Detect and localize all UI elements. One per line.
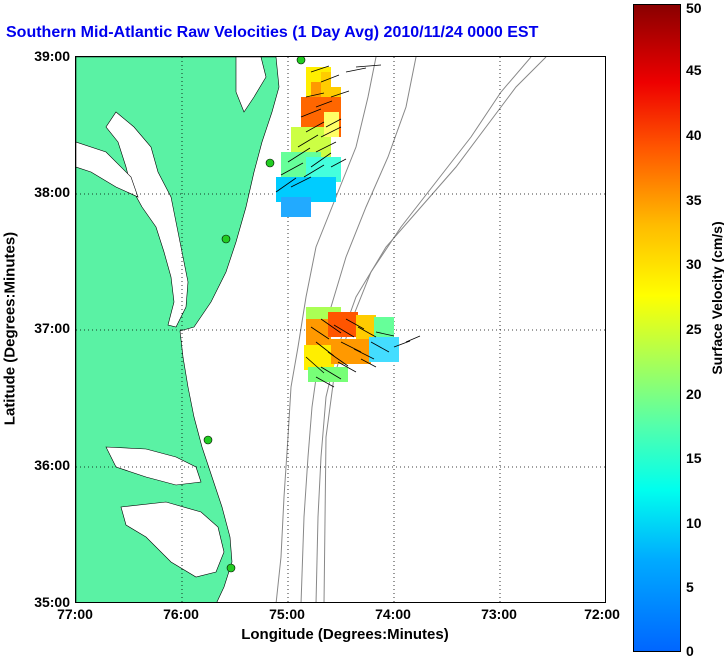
- velocity-field-south: [304, 307, 399, 382]
- colorbar-tick: 10: [686, 515, 702, 531]
- albemarle-sound: [105, 446, 202, 486]
- ytick-label: 35:00: [34, 594, 70, 610]
- colorbar-tick: 15: [686, 450, 702, 466]
- colorbar-tick: 25: [686, 321, 702, 337]
- xtick-label: 73:00: [481, 606, 517, 622]
- velocity-field-north: [276, 67, 351, 217]
- pamlico-sound: [120, 501, 225, 578]
- chart-title: Southern Mid-Atlantic Raw Velocities (1 …: [6, 24, 539, 41]
- xtick-label: 77:00: [57, 606, 93, 622]
- grid-lines: [76, 57, 605, 602]
- ytick-label: 36:00: [34, 457, 70, 473]
- ytick-label: 37:00: [34, 320, 70, 336]
- xtick-label: 75:00: [269, 606, 305, 622]
- colorbar-tick: 40: [686, 127, 702, 143]
- colorbar-tick: 30: [686, 256, 702, 272]
- chesapeake-west-arm: [76, 141, 139, 198]
- colorbar-tick: 5: [686, 579, 694, 595]
- y-axis-label: Latitude (Degrees:Minutes): [1, 231, 19, 426]
- radar-stations: [203, 57, 306, 573]
- bathymetry-contour-1: [275, 57, 377, 602]
- colorbar-label: Surface Velocity (cm/s): [709, 221, 724, 375]
- bathymetry-contour-4: [323, 57, 532, 602]
- ytick-label: 39:00: [34, 48, 70, 64]
- colorbar-tick: 50: [686, 0, 702, 16]
- xtick-label: 72:00: [584, 606, 620, 622]
- map-svg: [76, 57, 605, 602]
- ytick-label: 38:00: [34, 184, 70, 200]
- colorbar: [633, 4, 681, 652]
- velocity-arrows-south: [305, 318, 421, 388]
- velocity-arrows-north: [275, 64, 382, 193]
- map-plot-area: [75, 56, 606, 603]
- colorbar-tick: 35: [686, 192, 702, 208]
- colorbar-tick: 20: [686, 386, 702, 402]
- delaware-bay: [235, 57, 267, 113]
- xtick-label: 74:00: [375, 606, 411, 622]
- xtick-label: 76:00: [163, 606, 199, 622]
- x-axis-label: Longitude (Degrees:Minutes): [241, 626, 449, 643]
- colorbar-tick: 0: [686, 643, 694, 659]
- colorbar-tick: 45: [686, 62, 702, 78]
